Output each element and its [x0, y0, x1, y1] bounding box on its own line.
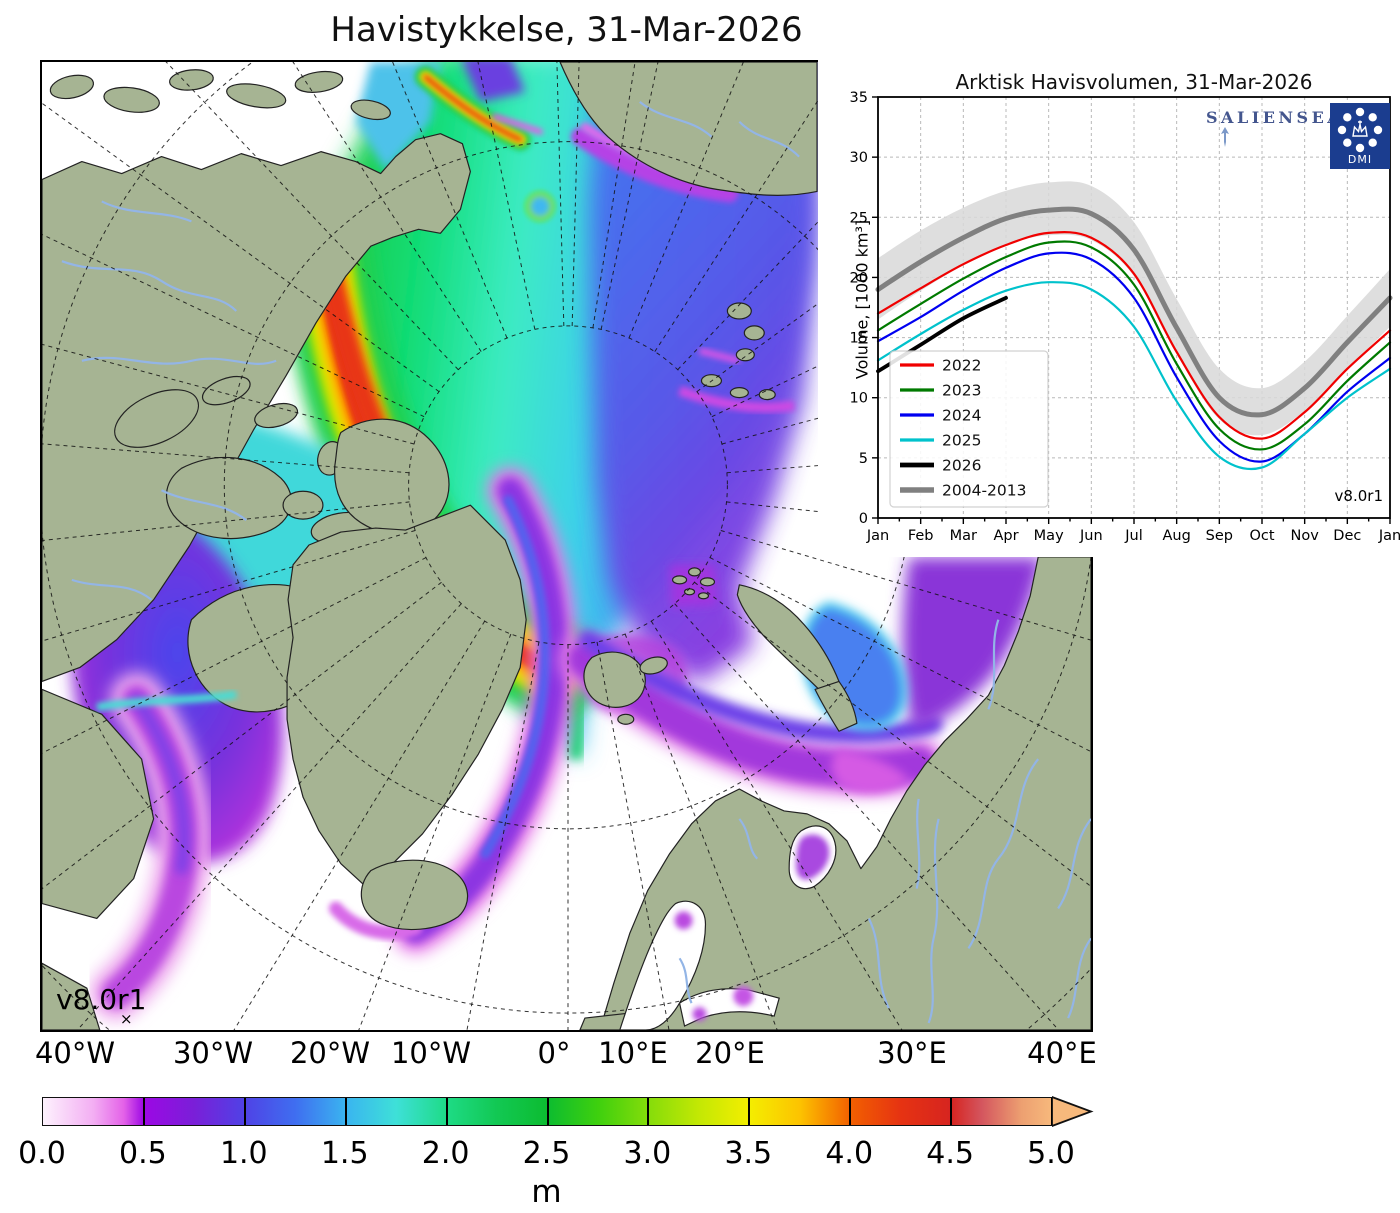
x-tick-label: Nov	[1291, 528, 1320, 544]
legend-label: 2026	[942, 457, 981, 475]
legend-label: 2025	[942, 432, 981, 450]
legend-label: 2022	[942, 357, 981, 375]
colorbar-tick	[647, 1098, 650, 1125]
dmi-crown-icon	[1352, 120, 1368, 137]
series-2023	[876, 240, 1392, 451]
map-lon-label: 30°W	[172, 1036, 254, 1070]
y-tick-label: 15	[850, 331, 868, 347]
y-tick-label: 10	[850, 391, 868, 407]
map-lon-label: 40°W	[34, 1036, 116, 1070]
colorbar-unit-label: m	[531, 1174, 562, 1210]
colorbar-tick-label: 4.0	[825, 1136, 874, 1171]
x-tick-label: Mar	[950, 528, 977, 544]
x-tick-label: Sep	[1206, 528, 1233, 544]
colorbar-tick-label: 5.0	[1027, 1136, 1075, 1171]
land-masses	[42, 62, 1091, 1030]
map-lon-label: 30°E	[877, 1036, 947, 1070]
colorbar-tick-label: 0.0	[18, 1136, 66, 1171]
map-lon-label: 0°	[537, 1036, 571, 1070]
map-lon-label: 10°W	[390, 1036, 472, 1070]
x-tick-label: Feb	[908, 528, 934, 544]
dmi-logo: DMI	[1330, 103, 1390, 169]
colorbar-tick	[849, 1098, 852, 1125]
x-tick-label: May	[1034, 528, 1064, 544]
y-tick-label: 30	[850, 150, 868, 166]
colorbar-arrow	[1052, 1096, 1094, 1127]
legend-label: 2024	[942, 407, 981, 425]
legend-label: 2023	[942, 382, 981, 400]
series-2004-2013	[875, 206, 1393, 418]
map-version-label: v8.0r1	[56, 983, 147, 1016]
thickness-colorbar	[42, 1097, 1053, 1126]
colorbar-tick-label: 0.5	[119, 1136, 167, 1171]
y-tick-label: 35	[850, 90, 868, 106]
x-tick-label: Apr	[993, 528, 1018, 544]
inner-seas	[96, 690, 837, 1030]
colorbar-tick	[445, 1098, 448, 1125]
colorbar-tick-label: 4.5	[926, 1136, 974, 1171]
series-2022	[876, 230, 1392, 440]
x-tick-label: Dec	[1333, 528, 1361, 544]
salienseas-logo: SALIENSEAS	[1206, 108, 1359, 127]
colorbar-tick-label: 1.0	[219, 1136, 268, 1171]
salienseas-anchor-icon	[1221, 127, 1229, 147]
colorbar-tick	[950, 1098, 953, 1125]
map-lon-label: 20°E	[695, 1036, 765, 1070]
x-tick-label: Jul	[1124, 528, 1143, 544]
x-tick-label: Oct	[1249, 528, 1274, 544]
colorbar-tick-label: 2.5	[522, 1136, 571, 1171]
volume-chart: Jan Feb Mar Apr May Jun Jul Aug Sep Oct Nov Dec Jan0…	[850, 90, 1400, 544]
colorbar-tick-label: 1.5	[320, 1136, 369, 1171]
colorbar-tick-label: 3.5	[724, 1136, 773, 1171]
map-lon-label: 10°E	[598, 1036, 668, 1070]
colorbar-tick-label: 2.0	[421, 1136, 470, 1171]
colorbar-tick	[243, 1098, 246, 1125]
legend-label: 2004-2013	[942, 482, 1027, 500]
y-tick-label: 25	[850, 210, 868, 226]
map-lon-label: 40°E	[1027, 1036, 1097, 1070]
x-tick-label: Aug	[1163, 528, 1191, 544]
dmi-logo-dots	[1337, 107, 1383, 153]
map-lon-label: 20°W	[289, 1036, 371, 1070]
y-tick-label: 20	[850, 270, 868, 286]
map-canvas	[42, 62, 1091, 1030]
figure-title: Havistykkelse, 31-Mar-2026	[330, 10, 803, 50]
series-2025	[876, 281, 1392, 471]
dmi-logo-text: DMI	[1348, 153, 1372, 166]
colorbar-tick	[546, 1098, 549, 1125]
volume-chart-panel: Arktisk Havisvolumen, 31-Mar-2026 Volume…	[818, 60, 1400, 557]
colorbar-tick	[142, 1098, 145, 1125]
colorbar-tick	[344, 1098, 347, 1125]
chart-version-label: v8.0r1	[1335, 487, 1383, 505]
colorbar-tick	[748, 1098, 751, 1125]
x-tick-label: Jun	[1079, 528, 1103, 544]
colorbar-tick-label: 3.0	[623, 1136, 672, 1171]
chart-title: Arktisk Havisvolumen, 31-Mar-2026	[955, 70, 1313, 94]
y-tick-label: 5	[859, 451, 868, 467]
rivers	[61, 100, 1091, 1024]
x-tick-label: Jan	[866, 528, 889, 544]
y-tick-label: 0	[859, 511, 868, 527]
x-tick-label: Jan	[1378, 528, 1400, 544]
map-x-marker: ×	[120, 1010, 133, 1028]
